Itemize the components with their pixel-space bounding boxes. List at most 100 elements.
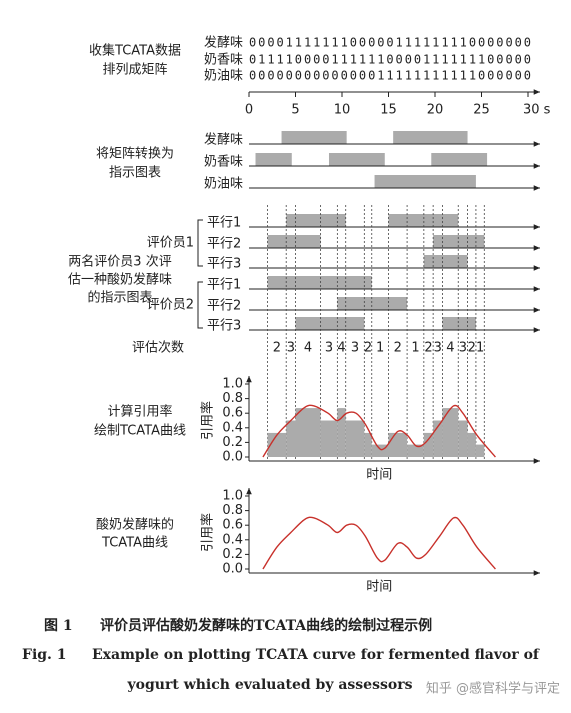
y-tick-label: 0.2 bbox=[222, 435, 243, 450]
section-label: 估一种酸奶发酵味 bbox=[68, 272, 172, 288]
interval-bar bbox=[281, 131, 347, 144]
row-name: 平行3 bbox=[207, 257, 241, 272]
count-label: 3 bbox=[459, 341, 467, 356]
caption-text: Example on plotting TCATA curve for ferm… bbox=[92, 647, 540, 663]
bracket bbox=[197, 219, 203, 267]
row-name: 奶油味 bbox=[204, 177, 243, 192]
bracket bbox=[197, 281, 203, 329]
interval-bar bbox=[255, 153, 292, 166]
x-tick-label: 25 bbox=[473, 103, 490, 118]
section-label: 绘制TCATA曲线 bbox=[94, 424, 186, 439]
section-label: 两名评价员3 次评 bbox=[68, 254, 171, 270]
x-tick-label: 20 bbox=[427, 103, 444, 118]
section-label: 收集TCATA数据 bbox=[89, 43, 181, 59]
caption-label: Fig. 1 bbox=[22, 647, 67, 663]
interval-bar bbox=[433, 235, 485, 248]
row-name: 平行1 bbox=[207, 216, 241, 231]
rate-bar bbox=[267, 432, 287, 457]
rate-bar bbox=[371, 444, 389, 457]
count-label: 4 bbox=[304, 341, 312, 356]
matrix-bits: 0000000000000011111111111000000 bbox=[249, 69, 531, 83]
y-tick-label: 0.8 bbox=[222, 503, 243, 518]
rate-bar bbox=[286, 420, 296, 457]
count-label: 3 bbox=[351, 341, 359, 356]
matrix-bits: 0111100001111110000111111100000 bbox=[249, 53, 531, 67]
interval-bar bbox=[295, 317, 365, 330]
section-label: 计算引用率 bbox=[107, 404, 172, 420]
section-label: 将矩阵转换为 bbox=[96, 147, 174, 162]
caption-text: 评价员评估酸奶发酵味的TCATA曲线的绘制过程示例 bbox=[100, 617, 432, 634]
x-tick-label: 5 bbox=[291, 103, 299, 118]
y-tick-label: 0.4 bbox=[222, 532, 243, 547]
interval-bar bbox=[374, 175, 476, 188]
x-axis-label: 时间 bbox=[366, 580, 392, 595]
matrix-bits: 0000111111100000111111110000000 bbox=[249, 36, 531, 50]
row-name: 奶香味 bbox=[204, 155, 243, 170]
x-tick-label: 30 s bbox=[523, 103, 551, 118]
row-name: 发酵味 bbox=[204, 132, 243, 148]
section-label: 排列成矩阵 bbox=[102, 63, 167, 78]
row-name: 平行2 bbox=[207, 299, 241, 314]
rate-bar bbox=[475, 444, 485, 457]
count-label: 2 bbox=[468, 341, 476, 356]
count-label: 2 bbox=[424, 341, 432, 356]
interval-bar bbox=[337, 297, 408, 310]
count-label: 3 bbox=[325, 341, 333, 356]
count-label: 1 bbox=[376, 341, 384, 356]
interval-bar bbox=[267, 235, 321, 248]
attribute-name: 发酵味 bbox=[204, 35, 243, 51]
y-tick-label: 0.8 bbox=[222, 391, 243, 406]
rate-bar bbox=[458, 420, 468, 457]
count-label: 2 bbox=[364, 341, 372, 356]
y-tick-label: 0.6 bbox=[222, 518, 243, 533]
rate-bar bbox=[320, 420, 338, 457]
attribute-name: 奶香味 bbox=[204, 53, 243, 68]
y-tick-label: 0.0 bbox=[222, 562, 243, 577]
y-tick-label: 1.0 bbox=[222, 377, 243, 392]
row-name: 平行2 bbox=[207, 237, 241, 252]
interval-bar bbox=[286, 214, 346, 227]
y-axis-label: 引用率 bbox=[200, 513, 216, 552]
row-name: 平行3 bbox=[207, 319, 241, 334]
counts-label: 评估次数 bbox=[132, 340, 184, 356]
x-tick-label: 10 bbox=[334, 103, 351, 118]
count-label: 2 bbox=[273, 341, 281, 356]
count-label: 3 bbox=[287, 341, 295, 356]
rate-bar bbox=[345, 420, 365, 457]
count-label: 2 bbox=[394, 341, 402, 356]
count-label: 3 bbox=[434, 341, 442, 356]
x-tick-label: 15 bbox=[380, 103, 397, 118]
x-tick-label: 0 bbox=[245, 103, 253, 118]
y-axis-label: 引用率 bbox=[200, 401, 216, 440]
y-tick-label: 0.0 bbox=[222, 450, 243, 465]
section-label: 的指示图表 bbox=[87, 290, 152, 306]
y-tick-label: 1.0 bbox=[222, 489, 243, 504]
rate-bar bbox=[295, 408, 321, 457]
count-label: 4 bbox=[446, 341, 454, 356]
rate-bar bbox=[433, 420, 443, 457]
y-tick-label: 0.4 bbox=[222, 420, 243, 435]
section-label: 指示图表 bbox=[109, 166, 161, 181]
rate-bar bbox=[388, 432, 408, 457]
y-tick-label: 0.2 bbox=[222, 547, 243, 562]
attribute-name: 奶油味 bbox=[204, 69, 243, 84]
interval-bar bbox=[431, 153, 488, 166]
section-label: 酸奶发酵味的 bbox=[96, 517, 174, 533]
watermark: 知乎 @感官科学与评定 bbox=[426, 681, 560, 697]
rate-bar bbox=[467, 432, 476, 457]
count-label: 4 bbox=[337, 341, 345, 356]
tcata-curve bbox=[262, 516, 496, 570]
tcata-curve bbox=[262, 404, 496, 458]
count-label: 1 bbox=[476, 341, 484, 356]
y-tick-label: 0.6 bbox=[222, 406, 243, 421]
section-label: TCATA曲线 bbox=[101, 536, 168, 551]
assessor-name: 评价员2 bbox=[147, 298, 194, 313]
interval-bar bbox=[423, 255, 468, 268]
row-name: 平行1 bbox=[207, 278, 241, 293]
interval-bar bbox=[267, 276, 372, 289]
interval-bar bbox=[388, 214, 459, 227]
caption-text: yogurt which evaluated by assessors bbox=[127, 677, 413, 693]
interval-bar bbox=[442, 317, 476, 330]
rate-bar bbox=[364, 432, 372, 457]
